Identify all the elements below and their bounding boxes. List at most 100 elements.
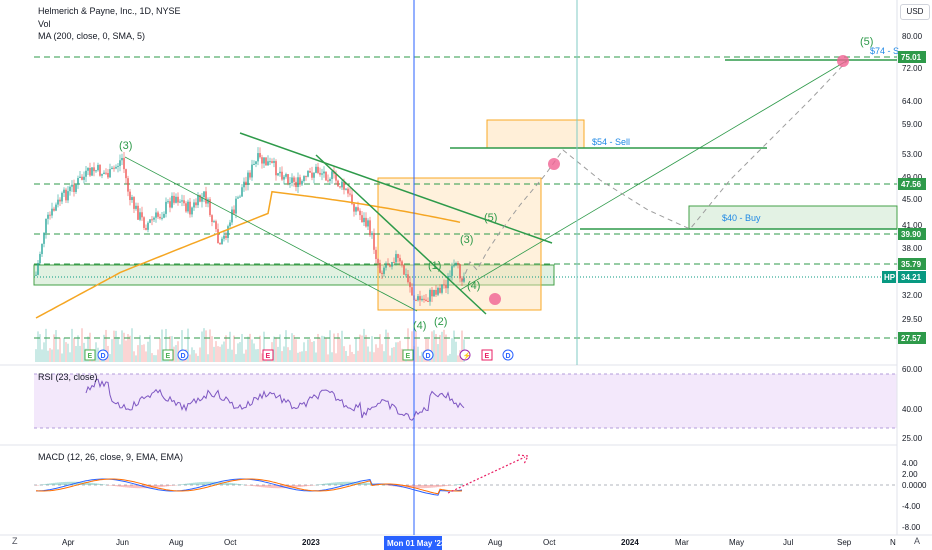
trendline-channel[interactable] bbox=[124, 156, 418, 312]
time-axis[interactable]: Apr Jun Aug Oct 2023 Aug Oct 2024 Mar Ma… bbox=[62, 536, 896, 550]
macd-histogram-bar bbox=[269, 485, 271, 488]
projected-wave-path[interactable] bbox=[461, 59, 849, 283]
rsi-band bbox=[34, 374, 897, 428]
candle-body bbox=[329, 179, 331, 182]
sell-zone-box[interactable] bbox=[486, 119, 585, 149]
currency-button[interactable]: USD bbox=[900, 4, 930, 20]
volume-bar bbox=[293, 334, 295, 362]
volume-bar bbox=[281, 351, 283, 362]
candle-body bbox=[165, 201, 167, 214]
volume-bar bbox=[49, 348, 51, 362]
macd-histogram-bar bbox=[241, 484, 243, 485]
volume-bar bbox=[439, 334, 441, 362]
macd-histogram-bar bbox=[41, 484, 43, 485]
volume-bar bbox=[319, 337, 321, 362]
macd-histogram-bar bbox=[321, 483, 323, 485]
candle-body bbox=[429, 289, 431, 302]
volume-bar bbox=[343, 346, 345, 362]
volume-bar bbox=[337, 333, 339, 362]
candle-body bbox=[291, 177, 293, 183]
projection-box[interactable] bbox=[377, 177, 542, 311]
support-zone[interactable] bbox=[33, 264, 555, 286]
volume-bar bbox=[121, 330, 123, 362]
macd-histogram-bar bbox=[385, 485, 387, 486]
time-tick: 2023 bbox=[302, 538, 320, 547]
candle-body bbox=[89, 168, 91, 176]
volume-bar bbox=[181, 330, 183, 362]
auto-scale-button[interactable]: A bbox=[914, 536, 921, 546]
candle-body bbox=[411, 287, 413, 296]
volume-bar bbox=[311, 341, 313, 362]
volume-bar bbox=[61, 353, 63, 362]
candle-body bbox=[323, 171, 325, 174]
macd-histogram-bar bbox=[167, 485, 169, 487]
target-label: $74 - S bbox=[870, 46, 899, 56]
volume-bar bbox=[357, 350, 359, 362]
candle-body bbox=[91, 167, 93, 176]
candle-body bbox=[303, 176, 305, 182]
candle-body bbox=[95, 170, 97, 172]
candle-body bbox=[339, 186, 341, 188]
candle-body bbox=[349, 193, 351, 195]
macd-histogram-bar bbox=[209, 481, 211, 485]
macd-histogram-bar bbox=[93, 483, 95, 485]
candle-body bbox=[227, 226, 229, 238]
candle-body bbox=[433, 290, 435, 297]
trendline-steep[interactable] bbox=[315, 154, 487, 315]
macd-histogram-bar bbox=[265, 485, 267, 488]
buy-zone-box[interactable] bbox=[688, 205, 898, 230]
volume-bar bbox=[401, 348, 403, 362]
time-tick: Jul bbox=[783, 538, 793, 547]
volume-bar bbox=[371, 336, 373, 362]
macd-histogram-bar bbox=[311, 485, 313, 486]
low-marker[interactable] bbox=[489, 293, 501, 305]
ma-legend[interactable]: MA (200, close, 0, SMA, 5) bbox=[38, 31, 146, 41]
volume-bar bbox=[193, 349, 195, 362]
candle-body bbox=[305, 176, 307, 178]
macd-histogram-bar bbox=[345, 481, 347, 485]
candle-body bbox=[215, 221, 217, 230]
macd-histogram-bar bbox=[255, 485, 257, 487]
macd-histogram-bar bbox=[205, 481, 207, 485]
event-badges[interactable]: E D E D E E D ⚡ E D bbox=[84, 349, 514, 361]
candle-body bbox=[239, 196, 241, 198]
volume-bar bbox=[161, 329, 163, 362]
sell-marker[interactable] bbox=[548, 158, 560, 170]
macd-histogram-bar bbox=[127, 485, 129, 488]
sell-label: $54 - Sell bbox=[592, 137, 630, 147]
time-tick: Apr bbox=[62, 538, 75, 547]
rsi-legend[interactable]: RSI (23, close) bbox=[38, 372, 98, 382]
event-badge-dividend bbox=[177, 349, 189, 361]
target-marker[interactable] bbox=[837, 55, 849, 67]
rsi-tick: 40.00 bbox=[902, 405, 923, 414]
volume-bar bbox=[211, 336, 213, 362]
price-tag-27 bbox=[898, 332, 926, 344]
candle-body bbox=[317, 166, 319, 173]
volume-legend[interactable]: Vol bbox=[38, 19, 51, 29]
candle-body bbox=[193, 202, 195, 208]
candle-body bbox=[63, 189, 65, 193]
time-tick: Sep bbox=[837, 538, 852, 547]
volume-bar bbox=[215, 341, 217, 362]
price-axis[interactable]: 80.00 72.00 64.00 59.00 53.00 49.00 45.0… bbox=[882, 32, 926, 344]
trendline-target[interactable] bbox=[459, 59, 849, 291]
trendline-upper[interactable] bbox=[239, 132, 553, 244]
volume-bar bbox=[177, 341, 179, 362]
macd-histogram-bar bbox=[335, 482, 337, 485]
macd-histogram-bar bbox=[363, 482, 365, 485]
macd-histogram-bar bbox=[115, 485, 117, 487]
candle-body bbox=[457, 262, 459, 265]
goto-date-button[interactable]: Z bbox=[12, 536, 18, 546]
macd-histogram-bar bbox=[157, 485, 159, 488]
volume-bar bbox=[417, 346, 419, 362]
macd-histogram-bar bbox=[413, 485, 415, 489]
macd-legend[interactable]: MACD (12, 26, close, 9, EMA, EMA) bbox=[38, 452, 184, 462]
volume-bar bbox=[415, 331, 417, 362]
macd-histogram-bar bbox=[429, 485, 431, 488]
macd-histogram-bar bbox=[87, 482, 89, 485]
candle-body bbox=[123, 157, 125, 170]
candle-body bbox=[143, 217, 145, 228]
macd-projection-arrow[interactable] bbox=[447, 456, 526, 494]
volume-bar bbox=[317, 333, 319, 362]
